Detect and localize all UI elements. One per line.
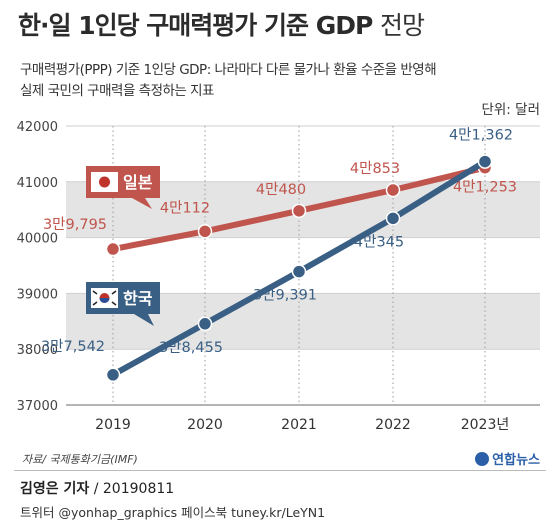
data-point (385, 182, 401, 198)
data-point (291, 264, 307, 279)
chart-title-main: 한·일 1인당 구매력평가 기준 GDP (18, 11, 373, 40)
data-point (105, 241, 121, 257)
data-point (291, 203, 307, 219)
y-tick-label: 37000 (17, 399, 58, 414)
reporter-name: 김영은 기자 (20, 481, 90, 497)
legend-label-korea: 한국 (123, 289, 153, 308)
x-tick-label: 2020 (187, 417, 223, 433)
data-point (197, 224, 213, 239)
y-tick-label: 41000 (17, 176, 58, 191)
korea-flag-trigram (111, 301, 117, 306)
data-label: 3만9,795 (43, 216, 107, 233)
description-line-1: 구매력평가(PPP) 기준 1인당 GDP: 나라마다 다른 물가나 환율 수준… (20, 62, 437, 78)
yonhap-logo-text: 연합뉴스 (492, 453, 540, 468)
chart-title: 한·일 1인당 구매력평가 기준 GDP 전망 (18, 6, 425, 42)
chart-description: 구매력평가(PPP) 기준 1인당 GDP: 나라마다 다른 물가나 환율 수준… (20, 60, 437, 102)
y-tick-label: 40000 (17, 232, 58, 247)
data-point (197, 316, 213, 332)
data-label: 4만480 (256, 181, 306, 198)
divider (14, 470, 546, 471)
chart-title-suffix: 전망 (380, 11, 425, 40)
data-label: 3만9,391 (253, 287, 317, 304)
data-point (477, 154, 493, 169)
y-tick-label: 38000 (17, 343, 58, 358)
korea-flag-trigram (92, 290, 98, 295)
source-note: 자료/ 국제통화기금(IMF) (22, 453, 138, 466)
japan-flag-sun (99, 176, 110, 188)
korea-flag-trigram (92, 301, 98, 306)
yonhap-logo-icon (475, 451, 490, 466)
unit-label: 단위: 달러 (481, 102, 540, 118)
x-tick-label: 2019 (95, 417, 131, 433)
y-tick-label: 42000 (17, 120, 58, 135)
data-label: 4만1,253 (453, 179, 517, 196)
korea-flag-taegeuk-bottom (99, 298, 110, 303)
data-label: 4만345 (354, 233, 404, 250)
credit-date: / 20190811 (93, 481, 175, 497)
credit-line: 김영은 기자 / 20190811 (20, 478, 174, 498)
data-label: 4만112 (160, 199, 210, 216)
yonhap-logo: 연합뉴스 (475, 449, 540, 468)
x-tick-label: 2021 (281, 417, 317, 433)
description-line-2: 실제 국민의 구매력을 측정하는 지표 (20, 83, 214, 99)
korea-flag-trigram (111, 290, 117, 295)
data-point (105, 367, 121, 383)
data-point (385, 211, 401, 226)
data-label: 3만8,455 (159, 339, 223, 356)
x-tick-label: 2023년 (461, 417, 510, 433)
y-tick-label: 39000 (17, 287, 58, 302)
data-label: 4만1,362 (449, 127, 513, 144)
legend-label-japan: 일본 (123, 173, 153, 192)
social-links: 트위터 @yonhap_graphics 페이스북 tuney.kr/LeYN1 (20, 505, 326, 520)
data-label: 3만7,542 (41, 338, 105, 355)
data-label: 4만853 (350, 160, 400, 177)
x-tick-label: 2022 (375, 417, 411, 433)
